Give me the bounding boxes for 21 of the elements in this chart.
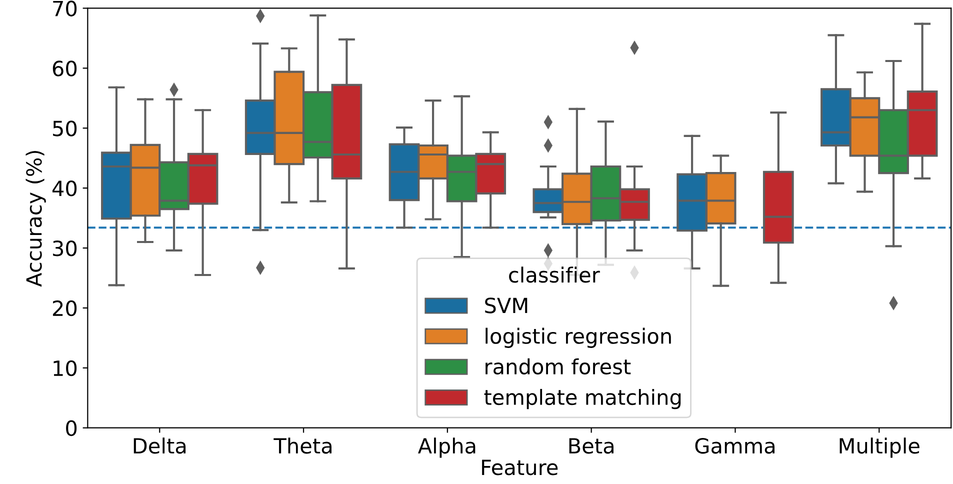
x-tick-label: Theta xyxy=(274,438,332,454)
x-tick-label: Delta xyxy=(134,438,186,454)
x-tick-label: Gamma xyxy=(695,438,774,454)
y-tick-label: 30 xyxy=(53,240,77,256)
legend-title: classifier xyxy=(509,266,600,283)
y-tick-label: 20 xyxy=(52,300,77,316)
x-tick-label: Alpha xyxy=(418,438,476,458)
y-tick-label: 50 xyxy=(53,120,77,136)
x-tick-label: Beta xyxy=(569,438,614,454)
legend-label: SVM xyxy=(485,298,528,314)
y-axis-title: Accuracy (%) xyxy=(26,150,46,287)
legend-label: logistic regression xyxy=(486,328,671,348)
legend-label: template matching xyxy=(484,388,681,410)
x-axis-title: Feature xyxy=(482,460,558,476)
y-tick-label: 40 xyxy=(52,180,77,196)
y-tick-label: 60 xyxy=(52,60,77,76)
y-tick-label: 0 xyxy=(66,420,77,436)
y-tick-label: 70 xyxy=(53,0,77,16)
legend-label: random forest xyxy=(486,358,631,374)
x-tick-label: Multiple xyxy=(840,438,920,458)
y-tick-label: 10 xyxy=(54,360,77,376)
